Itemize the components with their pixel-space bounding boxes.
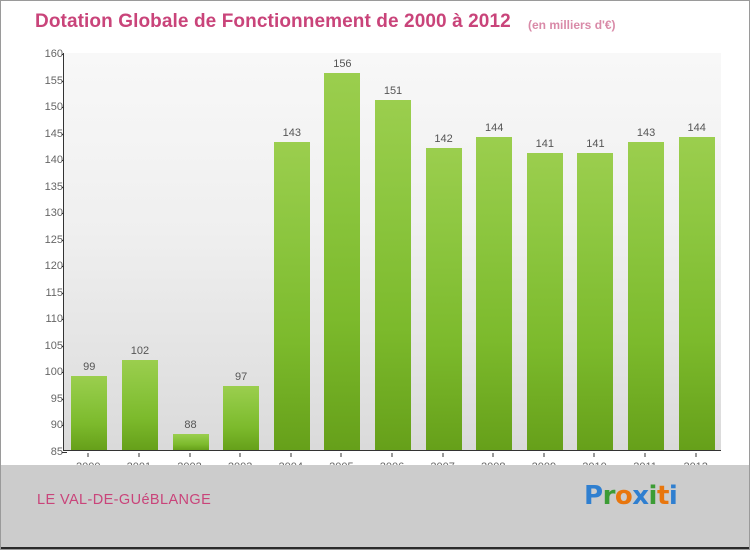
y-axis-tick-label: 85	[50, 446, 63, 458]
x-axis-tick-mark	[239, 453, 241, 457]
y-axis-tick-label: 145	[44, 127, 63, 140]
bar-2012[interactable]	[678, 136, 715, 450]
x-axis-tick-mark	[391, 453, 393, 457]
bar-2000[interactable]	[71, 375, 108, 450]
bar-2009[interactable]	[526, 152, 563, 450]
bar-2001[interactable]	[121, 359, 158, 450]
logo-letter: r	[602, 481, 616, 511]
x-axis-tick-mark	[492, 453, 494, 457]
y-axis-tick-label: 125	[44, 233, 63, 246]
x-axis-tick-mark	[695, 453, 697, 457]
y-axis-tick-label: 100	[44, 366, 63, 379]
logo-letter: x	[632, 481, 649, 511]
commune-name-label: LE VAL-DE-GUéBLANGE	[37, 492, 212, 508]
bar-value-label: 102	[130, 344, 150, 357]
y-axis-tick-label: 155	[44, 74, 63, 87]
y-axis-tick-label: 150	[44, 101, 63, 114]
page-title: Dotation Globale de Fonctionnement de 20…	[35, 11, 511, 32]
y-axis-tick-label: 140	[44, 154, 63, 167]
bar-value-label: 142	[434, 132, 453, 145]
bar-2003[interactable]	[223, 386, 260, 450]
bar-2010[interactable]	[577, 152, 614, 450]
y-axis-tick-label: 115	[45, 286, 63, 299]
x-axis-tick-mark	[189, 453, 191, 457]
bar-2005[interactable]	[324, 73, 361, 450]
y-axis-tick-label: 95	[50, 392, 63, 405]
bar-value-label: 88	[184, 419, 197, 432]
y-axis-tick-label: 110	[45, 313, 63, 326]
bar-2007[interactable]	[425, 147, 462, 450]
bar-value-label: 143	[636, 127, 656, 140]
y-axis-tick-label: 130	[44, 207, 63, 220]
x-axis-tick-mark	[340, 453, 342, 457]
x-axis-tick-mark	[290, 453, 292, 457]
y-axis: 85 90 95 100 105 110 115 120 125 130 135 140 145 150 1…	[23, 48, 67, 458]
y-axis-tick-label: 135	[44, 180, 63, 193]
x-axis-tick-mark	[644, 453, 646, 457]
chart-header: Dotation Globale de Fonctionnement de 20…	[1, 1, 749, 43]
bar-2004[interactable]	[273, 142, 310, 450]
bar-2011[interactable]	[628, 142, 665, 450]
chart-footer: LE VAL-DE-GUéBLANGE Proxiti	[1, 465, 749, 549]
y-axis-tick-label: 120	[44, 260, 63, 273]
x-axis-tick-mark	[87, 453, 89, 457]
bar-2008[interactable]	[476, 136, 513, 450]
bar-value-label: 141	[586, 137, 605, 150]
logo-letter: i	[668, 481, 678, 511]
bar-value-label: 144	[485, 121, 504, 134]
x-axis-tick-mark	[138, 453, 140, 457]
bar-value-label: 143	[282, 127, 301, 140]
logo-letter: i	[648, 481, 658, 511]
logo-letter: P	[584, 481, 603, 511]
bar-value-label: 97	[235, 371, 248, 384]
logo-letter: t	[656, 481, 669, 511]
bar-value-label: 144	[687, 121, 706, 134]
bar-2002[interactable]	[172, 434, 209, 450]
x-axis-tick-mark	[543, 453, 545, 457]
x-axis-tick-mark	[442, 453, 444, 457]
bottom-divider	[1, 547, 749, 549]
bar-value-label: 156	[333, 58, 352, 71]
logo-letter: o	[614, 481, 633, 511]
y-axis-tick-label: 105	[44, 339, 63, 352]
x-axis-tick-mark	[593, 453, 595, 457]
bar-value-label: 151	[383, 84, 403, 97]
proxiti-logo[interactable]: Proxiti	[584, 481, 678, 511]
bar-value-label: 141	[535, 137, 555, 150]
plot-area: 99 102 88 97 143 156 151 142 144 141 141 143 144	[63, 53, 721, 451]
bar-2006[interactable]	[375, 99, 411, 450]
y-axis-tick-mark	[62, 452, 67, 453]
y-axis-tick-label: 160	[44, 48, 63, 60]
bar-value-label: 99	[83, 360, 96, 373]
y-axis-tick-label: 90	[50, 419, 63, 432]
chart-units-subtitle: (en milliers d'€)	[528, 18, 616, 32]
